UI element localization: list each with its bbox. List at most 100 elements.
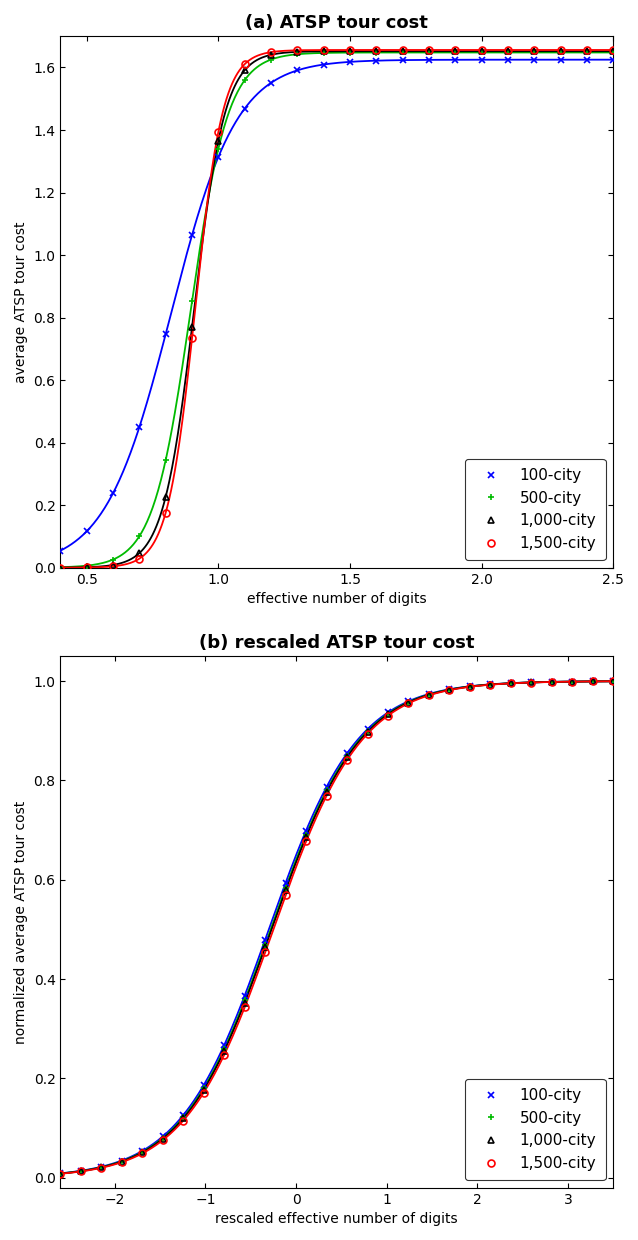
100-city — [346, 55, 354, 69]
1,500-city — [373, 42, 380, 57]
1,000-city — [138, 1145, 146, 1159]
100-city — [135, 419, 143, 434]
1,500-city — [504, 42, 512, 57]
1,500-city — [609, 673, 617, 688]
1,500-city — [188, 331, 196, 346]
500-city — [293, 47, 301, 62]
1,500-city — [135, 552, 143, 567]
1,500-city — [507, 676, 515, 691]
1,000-city — [262, 940, 269, 955]
1,000-city — [241, 996, 249, 1011]
Line: 1,000-city: 1,000-city — [57, 48, 617, 572]
500-city — [557, 45, 565, 60]
1,000-city — [57, 560, 64, 575]
1,500-city — [118, 1154, 126, 1169]
1,000-city — [320, 43, 327, 58]
1,500-city — [445, 683, 453, 698]
500-city — [138, 1145, 146, 1159]
1,500-city — [452, 42, 459, 57]
1,500-city — [343, 753, 351, 768]
100-city — [118, 1153, 126, 1168]
100-city — [373, 53, 380, 68]
500-city — [220, 1042, 228, 1056]
100-city — [200, 1078, 207, 1092]
1,000-city — [404, 696, 412, 711]
X-axis label: effective number of digits: effective number of digits — [247, 593, 427, 606]
1,500-city — [162, 505, 170, 520]
1,000-city — [346, 43, 354, 58]
500-city — [445, 682, 453, 697]
1,500-city — [384, 708, 392, 723]
100-city — [323, 780, 330, 795]
500-city — [188, 294, 196, 309]
100-city — [188, 228, 196, 243]
100-city — [425, 52, 433, 67]
1,500-city — [138, 1146, 146, 1161]
1,000-city — [293, 45, 301, 60]
1,500-city — [425, 688, 433, 703]
1,000-city — [135, 546, 143, 560]
1,000-city — [200, 1083, 207, 1097]
Line: 500-city: 500-city — [57, 678, 617, 1177]
500-city — [478, 45, 486, 60]
500-city — [135, 528, 143, 543]
1,000-city — [568, 675, 576, 689]
500-city — [399, 45, 406, 60]
100-city — [399, 52, 406, 67]
1,000-city — [466, 680, 473, 694]
1,000-city — [282, 883, 290, 898]
100-city — [282, 875, 290, 890]
500-city — [267, 52, 275, 67]
1,000-city — [583, 43, 591, 58]
1,500-city — [425, 42, 433, 57]
100-city — [425, 687, 433, 702]
Line: 1,000-city: 1,000-city — [57, 678, 617, 1177]
1,000-city — [507, 676, 515, 691]
Legend: 100-city, 500-city, 1,000-city, 1,500-city: 100-city, 500-city, 1,000-city, 1,500-ci… — [464, 459, 605, 560]
1,500-city — [220, 1048, 228, 1063]
100-city — [583, 52, 591, 67]
500-city — [530, 45, 538, 60]
100-city — [98, 1159, 105, 1174]
1,500-city — [548, 675, 556, 689]
100-city — [138, 1143, 146, 1158]
100-city — [528, 675, 535, 689]
100-city — [609, 52, 617, 67]
Line: 1,500-city: 1,500-city — [57, 47, 617, 572]
500-city — [302, 827, 310, 842]
1,000-city — [589, 675, 597, 689]
1,500-city — [262, 945, 269, 960]
1,000-city — [109, 558, 117, 573]
1,500-city — [241, 57, 249, 72]
1,500-city — [323, 789, 330, 804]
1,500-city — [98, 1161, 105, 1176]
500-city — [452, 45, 459, 60]
1,000-city — [399, 43, 406, 58]
100-city — [241, 988, 249, 1003]
1,500-city — [159, 1132, 167, 1147]
100-city — [487, 677, 494, 692]
1,500-city — [302, 835, 310, 849]
500-city — [214, 141, 222, 156]
1,500-city — [346, 42, 354, 57]
100-city — [404, 694, 412, 709]
500-city — [609, 45, 617, 60]
1,000-city — [425, 43, 433, 58]
100-city — [302, 823, 310, 838]
1,500-city — [364, 727, 371, 742]
100-city — [609, 673, 617, 688]
1,000-city — [267, 47, 275, 62]
1,500-city — [404, 696, 412, 711]
100-city — [267, 76, 275, 91]
100-city — [159, 1128, 167, 1143]
500-city — [548, 675, 556, 689]
1,000-city — [214, 133, 222, 148]
100-city — [452, 52, 459, 67]
Line: 100-city: 100-city — [57, 56, 617, 554]
1,000-city — [162, 490, 170, 505]
Line: 500-city: 500-city — [57, 50, 617, 570]
Legend: 100-city, 500-city, 1,000-city, 1,500-city: 100-city, 500-city, 1,000-city, 1,500-ci… — [464, 1079, 605, 1180]
100-city — [548, 675, 556, 689]
500-city — [583, 45, 591, 60]
100-city — [57, 543, 64, 558]
